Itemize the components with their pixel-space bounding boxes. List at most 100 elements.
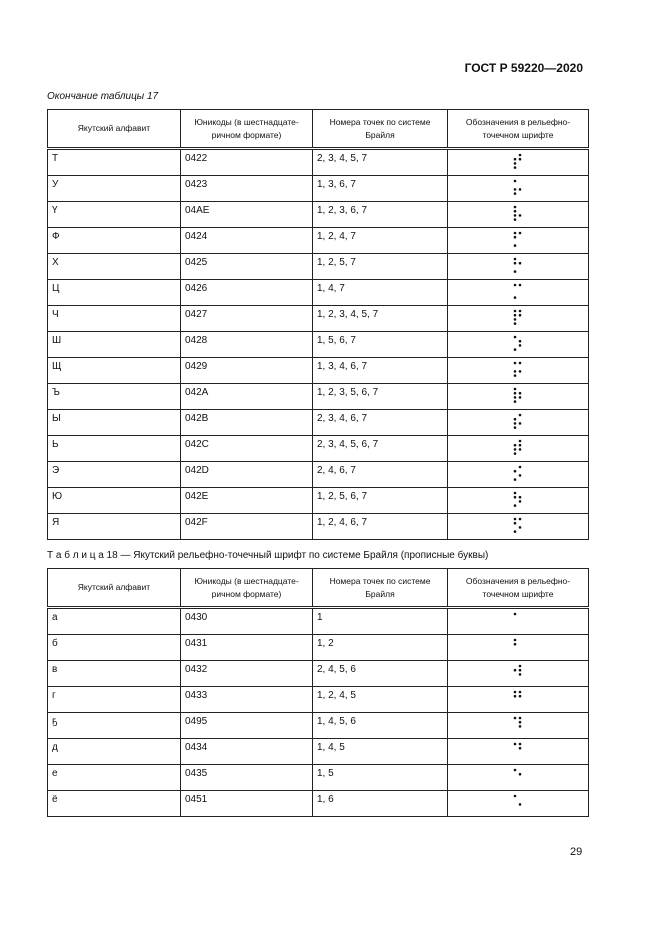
table-row: Ф 0424 1, 2, 4, 7	[47, 227, 589, 254]
braille-dot	[518, 716, 522, 720]
braille-dot	[513, 794, 517, 798]
cell-code: 0422	[180, 148, 313, 176]
cell-braille	[447, 790, 589, 817]
braille-dot	[513, 478, 517, 481]
braille-cell-icon	[513, 335, 522, 351]
braille-dot	[513, 491, 517, 495]
braille-dot	[518, 439, 522, 443]
table-row: а 0430 1	[47, 607, 589, 635]
braille-dot	[518, 742, 522, 746]
braille-dot	[518, 526, 522, 529]
table-row: Ц 0426 1, 4, 7	[47, 279, 589, 306]
cell-letter: г	[47, 686, 181, 713]
braille-dot	[518, 231, 522, 235]
table-row: в 0432 2, 4, 5, 6	[47, 660, 589, 687]
cell-code: 0424	[180, 227, 313, 254]
table-row: У 0423 1, 3, 6, 7	[47, 175, 589, 202]
cell-letter: Щ	[47, 357, 181, 384]
cell-braille	[447, 253, 589, 280]
cell-dots: 1, 4, 7	[312, 279, 448, 306]
braille-dot	[513, 162, 517, 165]
braille-dot	[518, 495, 522, 499]
cell-letter: Ъ	[47, 383, 181, 410]
table-row: Щ 0429 1, 3, 4, 6, 7	[47, 357, 589, 384]
braille-dot	[513, 530, 517, 533]
braille-cell-icon	[513, 742, 522, 750]
braille-cell-icon	[513, 361, 522, 377]
braille-cell-icon	[513, 612, 517, 616]
cell-letter: Я	[47, 513, 181, 540]
cell-code: 042F	[180, 513, 313, 540]
cell-dots: 1, 2, 4, 5	[312, 686, 448, 713]
cell-braille	[447, 148, 589, 176]
cell-dots: 2, 3, 4, 5, 7	[312, 148, 448, 176]
braille-dot	[518, 517, 522, 521]
table-row: Ү 04AE 1, 2, 3, 6, 7	[47, 201, 589, 228]
braille-dot	[513, 261, 517, 265]
braille-dot	[518, 370, 522, 373]
standard-number: ГОСТ Р 59220—2020	[464, 61, 583, 75]
cell-dots: 2, 4, 6, 7	[312, 461, 448, 488]
braille-dot	[513, 504, 517, 507]
cell-dots: 1, 2, 3, 5, 6, 7	[312, 383, 448, 410]
cell-letter: Ц	[47, 279, 181, 306]
table-row: Я 042F 1, 2, 4, 6, 7	[47, 513, 589, 540]
braille-cell-icon	[513, 439, 522, 455]
table-row: е 0435 1, 5	[47, 764, 589, 791]
braille-dot	[513, 309, 517, 313]
cell-braille	[447, 305, 589, 332]
braille-dot	[518, 361, 522, 365]
col-header-alphabet: Якутский алфавит	[47, 109, 181, 150]
braille-cell-icon	[513, 153, 522, 169]
cell-code: 0430	[180, 607, 313, 635]
braille-dot	[513, 742, 517, 746]
table-row: Х 0425 1, 2, 5, 7	[47, 253, 589, 280]
cell-letter: Ю	[47, 487, 181, 514]
braille-dot	[518, 157, 522, 161]
table17-caption: Окончание таблицы 17	[47, 91, 159, 102]
cell-code: 042D	[180, 461, 313, 488]
braille-dot	[518, 153, 522, 157]
cell-braille	[447, 409, 589, 436]
braille-dot	[513, 322, 517, 325]
cell-letter: е	[47, 764, 181, 791]
braille-dot	[513, 612, 517, 616]
cell-dots: 2, 4, 5, 6	[312, 660, 448, 687]
cell-braille	[447, 607, 589, 635]
table-row: Э 042D 2, 4, 6, 7	[47, 461, 589, 488]
cell-dots: 1, 5	[312, 764, 448, 791]
braille-dot	[513, 517, 517, 521]
cell-letter: Ч	[47, 305, 181, 332]
braille-cell-icon	[513, 491, 522, 507]
braille-dot	[518, 664, 522, 668]
cell-dots: 1, 2	[312, 634, 448, 661]
braille-dot	[513, 361, 517, 365]
braille-dot	[513, 231, 517, 235]
braille-dot	[513, 448, 517, 451]
braille-dot	[513, 452, 517, 455]
table-row: Ы 042B 2, 3, 4, 6, 7	[47, 409, 589, 436]
cell-letter: Т	[47, 148, 181, 176]
cell-dots: 1, 4, 5	[312, 738, 448, 765]
table-row: д 0434 1, 4, 5	[47, 738, 589, 765]
braille-dot	[518, 772, 522, 776]
cell-code: 042B	[180, 409, 313, 436]
cell-code: 0434	[180, 738, 313, 765]
cell-dots: 2, 3, 4, 6, 7	[312, 409, 448, 436]
braille-dot	[513, 422, 517, 425]
cell-braille	[447, 513, 589, 540]
cell-letter: Х	[47, 253, 181, 280]
cell-braille	[447, 461, 589, 488]
braille-dot	[518, 694, 522, 698]
braille-dot	[513, 443, 517, 447]
cell-braille	[447, 634, 589, 661]
braille-dot	[513, 192, 517, 195]
cell-code: 0432	[180, 660, 313, 687]
table-row: ё 0451 1, 6	[47, 790, 589, 817]
braille-dot	[513, 335, 517, 339]
cell-code: 0429	[180, 357, 313, 384]
braille-dot	[518, 443, 522, 447]
cell-code: 0431	[180, 634, 313, 661]
braille-dot	[513, 313, 517, 317]
